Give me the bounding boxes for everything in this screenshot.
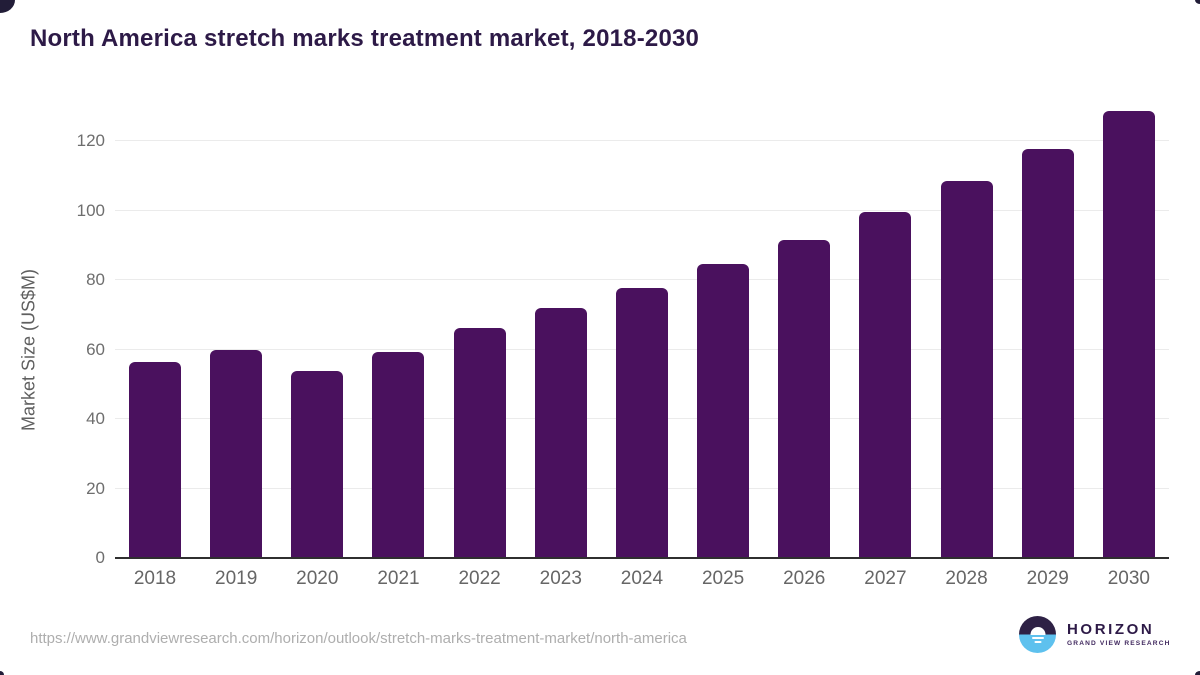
x-axis-line bbox=[115, 557, 1169, 559]
bar-series bbox=[115, 105, 1169, 558]
gridline-80 bbox=[115, 279, 1169, 280]
corner-mark-bottom-left bbox=[0, 671, 4, 675]
x-axis-tick-labels: 2018 2019 2020 2021 2022 2023 2024 2025 2026 2027… bbox=[115, 567, 1169, 591]
x-tick-2027: 2027 bbox=[864, 568, 907, 589]
bar-2023 bbox=[534, 308, 587, 558]
logo-wordmark: HORIZON bbox=[1067, 620, 1155, 638]
corner-mark-bottom-right bbox=[1195, 671, 1200, 675]
bar-2030 bbox=[1102, 111, 1155, 558]
y-tick-40: 40 bbox=[86, 409, 105, 428]
logo-subtitle: GRAND VIEW RESEARCH bbox=[1067, 639, 1171, 647]
gridline-100 bbox=[115, 209, 1169, 211]
x-tick-2029: 2029 bbox=[1026, 568, 1069, 589]
x-tick-2025: 2025 bbox=[701, 568, 745, 589]
sun-reflection-line bbox=[1031, 636, 1044, 639]
y-tick-120: 120 bbox=[76, 131, 105, 150]
y-tick-60: 60 bbox=[86, 339, 105, 359]
logo-text: HORIZON GRAND VIEW RESEARCH bbox=[1067, 620, 1171, 648]
bar-2028 bbox=[940, 181, 993, 558]
x-tick-2024: 2024 bbox=[620, 568, 664, 589]
bar-2026 bbox=[778, 240, 831, 558]
horizon-sun-icon bbox=[1019, 616, 1056, 653]
y-tick-0: 0 bbox=[95, 548, 105, 567]
x-tick-2026: 2026 bbox=[783, 568, 826, 589]
y-axis-title: Market Size (US$M) bbox=[18, 268, 39, 431]
gridline-120 bbox=[115, 140, 1169, 141]
y-tick-80: 80 bbox=[86, 270, 105, 289]
chart-title: North America stretch marks treatment ma… bbox=[30, 25, 700, 52]
sun-glyph bbox=[1030, 626, 1045, 635]
x-tick-2030: 2030 bbox=[1107, 568, 1151, 589]
bar-2024 bbox=[615, 288, 668, 558]
corner-mark-top-left bbox=[0, 0, 15, 13]
bar-2021 bbox=[372, 352, 425, 558]
horizon-logo: HORIZON GRAND VIEW RESEARCH bbox=[1019, 616, 1171, 653]
bar-2029 bbox=[1021, 149, 1074, 558]
y-tick-100: 100 bbox=[76, 200, 105, 220]
source-url[interactable]: https://www.grandviewresearch.com/horizo… bbox=[30, 630, 687, 647]
x-tick-2023: 2023 bbox=[539, 568, 582, 589]
x-tick-2028: 2028 bbox=[945, 568, 988, 589]
x-tick-2020: 2020 bbox=[296, 568, 339, 589]
corner-mark-top-right bbox=[1195, 0, 1200, 4]
sun-reflection-line bbox=[1034, 640, 1041, 643]
bar-2022 bbox=[453, 328, 506, 558]
bar-2025 bbox=[697, 264, 750, 558]
bar-2018 bbox=[129, 362, 181, 558]
x-tick-2022: 2022 bbox=[458, 568, 501, 589]
plot-area: 0 20 40 60 80 100 120 bbox=[77, 105, 1169, 567]
x-tick-2018: 2018 bbox=[133, 568, 177, 589]
bar-2019 bbox=[210, 350, 263, 558]
bar-2027 bbox=[859, 212, 912, 558]
x-tick-2019: 2019 bbox=[215, 568, 258, 589]
bar-2020 bbox=[291, 371, 344, 558]
x-tick-2021: 2021 bbox=[377, 568, 420, 589]
y-tick-20: 20 bbox=[86, 478, 105, 498]
